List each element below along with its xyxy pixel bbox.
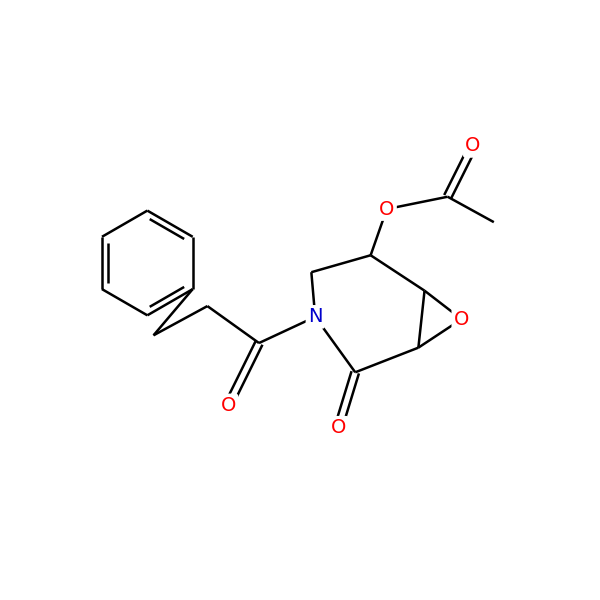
Text: O: O: [466, 136, 481, 155]
Text: O: O: [454, 310, 469, 329]
Text: O: O: [221, 396, 236, 415]
Text: O: O: [331, 418, 346, 437]
Text: O: O: [379, 200, 394, 218]
Text: N: N: [308, 307, 322, 326]
